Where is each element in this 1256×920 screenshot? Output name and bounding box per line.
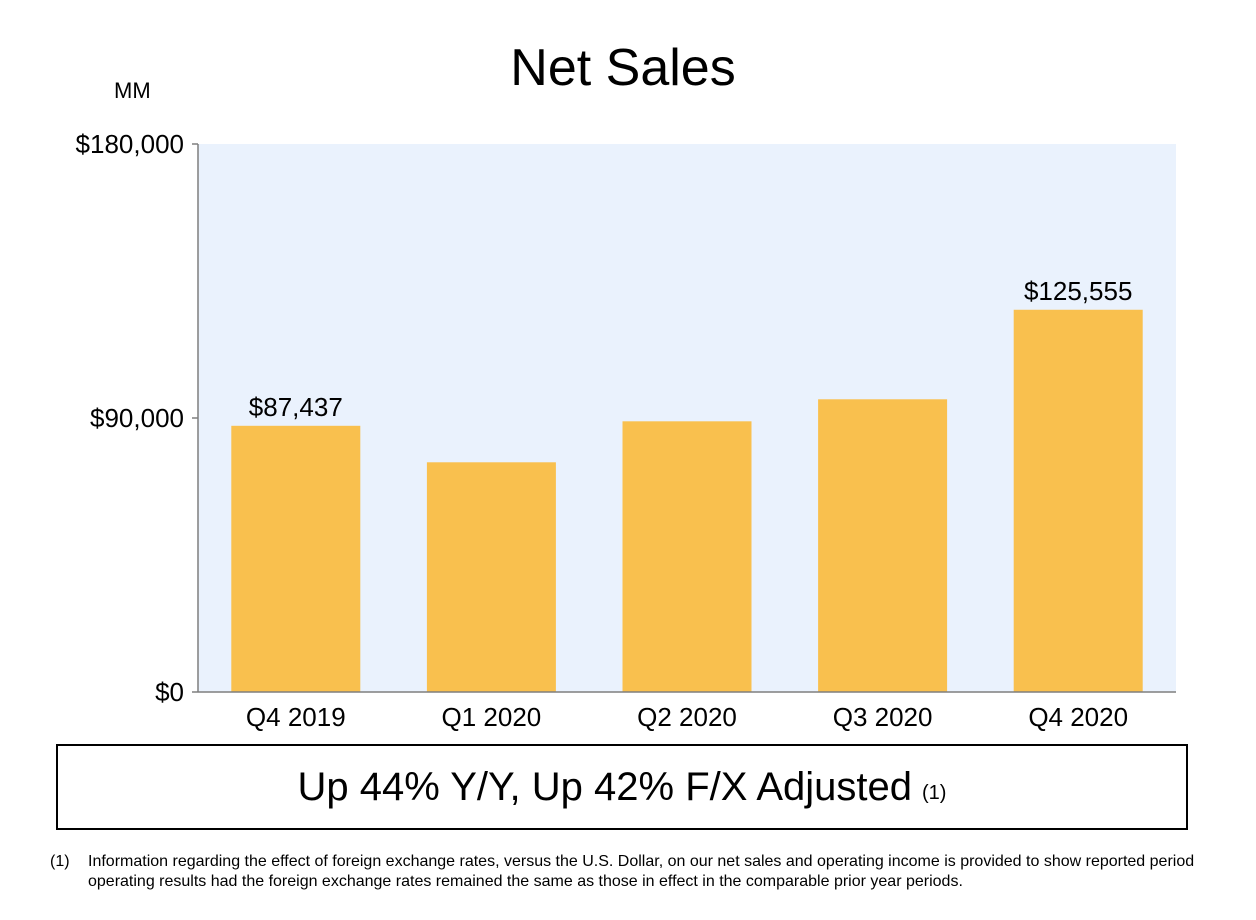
x-axis-labels: Q4 2019 Q1 2020 Q2 2020 Q3 2020 Q4 2020: [246, 702, 1128, 732]
y-tick-label: $180,000: [76, 129, 184, 159]
y-tick-label: $0: [155, 677, 184, 707]
y-tick-label: $90,000: [90, 403, 184, 433]
x-tick-label: Q3 2020: [833, 702, 933, 732]
summary-box: Up 44% Y/Y, Up 42% F/X Adjusted (1): [56, 744, 1188, 830]
summary-footnote-ref: (1): [922, 781, 947, 804]
bar-q3-2020: [818, 399, 948, 692]
unit-label: MM: [114, 78, 151, 103]
bar-value-label: $125,555: [1024, 276, 1132, 306]
footnote-ref: (1): [50, 853, 70, 870]
x-tick-label: Q4 2019: [246, 702, 346, 732]
bars: [231, 309, 1143, 692]
summary-text: Up 44% Y/Y, Up 42% F/X Adjusted: [297, 765, 912, 809]
x-tick-label: Q4 2020: [1028, 702, 1128, 732]
bar-q2-2020: [622, 421, 752, 692]
net-sales-bar-chart: $0 $90,000 $180,000 $87,437 $125,555 Q4 201…: [76, 129, 1176, 732]
bar-value-labels: $87,437 $125,555: [249, 276, 1133, 422]
bar-q4-2020: [1013, 309, 1143, 692]
bar-q1-2020: [426, 462, 556, 692]
bar-value-label: $87,437: [249, 392, 343, 422]
bar-q4-2019: [231, 425, 361, 692]
y-axis-ticks: $0 $90,000 $180,000: [76, 129, 198, 707]
footnote-text: Information regarding the effect of fore…: [88, 853, 1195, 890]
x-tick-label: Q2 2020: [637, 702, 737, 732]
x-tick-label: Q1 2020: [442, 702, 542, 732]
chart-title: Net Sales: [510, 39, 736, 97]
